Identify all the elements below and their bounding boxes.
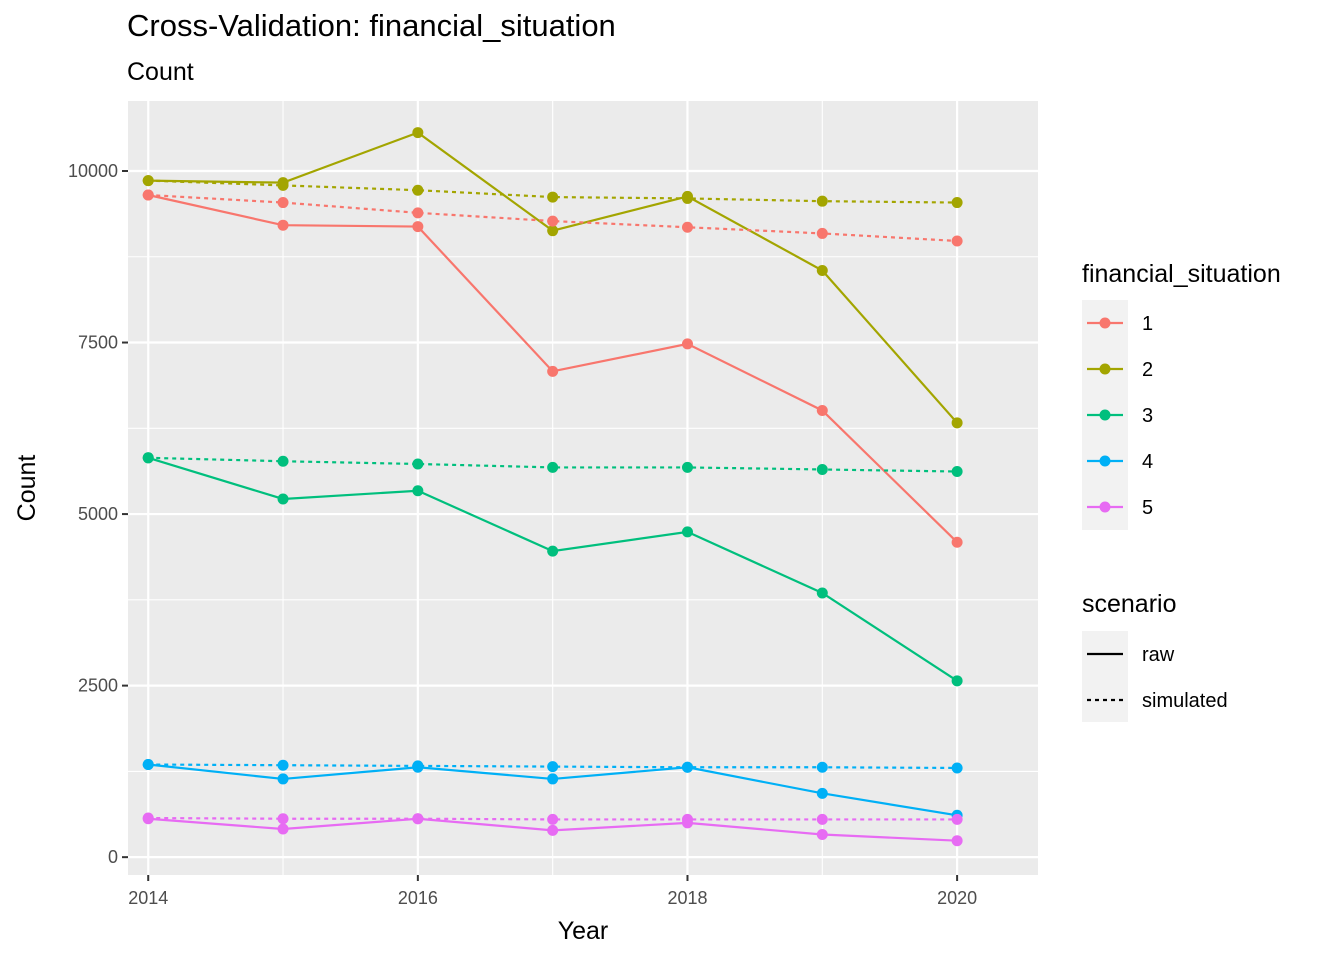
legend-label-1: 1 <box>1142 313 1153 335</box>
legend-key-point-5 <box>1099 501 1111 513</box>
legend-title-financial-situation: financial_situation <box>1082 260 1281 288</box>
point-4-simulated <box>277 759 289 771</box>
y-tick-label: 2500 <box>78 676 118 696</box>
legend: financial_situation 1 2 3 4 5 scenario raw simul… <box>1082 260 1281 722</box>
legend-label-2: 2 <box>1142 359 1153 381</box>
x-tick-label: 2018 <box>667 888 707 908</box>
point-4-simulated <box>681 761 693 773</box>
point-5-raw <box>547 824 559 836</box>
plot-panel <box>128 101 1038 875</box>
point-2-simulated <box>412 184 424 196</box>
point-5-raw <box>277 823 289 835</box>
legend-key-point-3 <box>1099 409 1111 421</box>
point-5-simulated <box>277 813 289 825</box>
point-2-simulated <box>547 191 559 203</box>
series-points <box>142 127 963 847</box>
point-1-raw <box>277 219 289 231</box>
point-1-simulated <box>547 215 559 227</box>
point-2-raw <box>951 417 963 429</box>
x-tick-label: 2020 <box>937 888 977 908</box>
point-1-raw <box>547 365 559 377</box>
point-3-simulated <box>547 461 559 473</box>
legend-label-5: 5 <box>1142 497 1153 519</box>
point-3-simulated <box>277 455 289 467</box>
legend-key-point-2 <box>1099 363 1111 375</box>
point-4-simulated <box>951 762 963 774</box>
chart-title: Cross-Validation: financial_situation <box>127 8 616 43</box>
x-tick-label: 2014 <box>128 888 168 908</box>
point-5-simulated <box>142 812 154 824</box>
x-tick-label: 2016 <box>398 888 438 908</box>
point-2-simulated <box>277 179 289 191</box>
point-1-simulated <box>816 227 828 239</box>
chart-subtitle: Count <box>127 58 194 86</box>
point-2-simulated <box>681 192 693 204</box>
point-4-simulated <box>547 761 559 773</box>
point-5-simulated <box>816 813 828 825</box>
point-1-raw <box>816 404 828 416</box>
y-tick-label: 0 <box>108 847 118 867</box>
point-3-simulated <box>951 466 963 478</box>
point-1-simulated <box>142 189 154 201</box>
point-3-simulated <box>816 463 828 475</box>
point-4-simulated <box>412 760 424 772</box>
legend-key-point-4 <box>1099 455 1111 467</box>
point-3-simulated <box>681 461 693 473</box>
point-3-raw <box>951 675 963 687</box>
x-axis-title: Year <box>558 917 609 945</box>
point-3-raw <box>412 485 424 497</box>
point-3-raw <box>277 493 289 505</box>
point-1-simulated <box>951 235 963 247</box>
point-2-simulated <box>816 195 828 207</box>
point-4-simulated <box>816 761 828 773</box>
y-axis-title: Count <box>13 455 41 522</box>
legend-key-point-1 <box>1099 317 1111 329</box>
point-1-raw <box>951 536 963 548</box>
point-1-simulated <box>277 197 289 209</box>
point-5-simulated <box>681 813 693 825</box>
axes: 2014 2016 2018 2020 0 2500 5000 7500 10000 <box>68 161 977 908</box>
point-5-raw <box>951 835 963 847</box>
point-2-simulated <box>951 197 963 209</box>
point-4-simulated <box>142 759 154 771</box>
legend-key-background-scenario <box>1082 631 1128 722</box>
point-4-raw <box>816 787 828 799</box>
point-2-simulated <box>142 175 154 187</box>
y-tick-label: 5000 <box>78 504 118 524</box>
legend-label-raw: raw <box>1142 644 1175 666</box>
point-2-raw <box>816 264 828 276</box>
point-2-raw <box>412 127 424 139</box>
y-tick-label: 10000 <box>68 161 118 181</box>
point-3-raw <box>681 526 693 538</box>
legend-label-simulated: simulated <box>1142 690 1228 712</box>
point-5-simulated <box>547 813 559 825</box>
point-4-raw <box>547 773 559 785</box>
point-1-raw <box>412 221 424 233</box>
point-1-raw <box>681 338 693 350</box>
point-3-simulated <box>412 458 424 470</box>
legend-title-scenario: scenario <box>1082 590 1177 618</box>
legend-label-3: 3 <box>1142 405 1153 427</box>
point-1-simulated <box>412 207 424 219</box>
point-4-raw <box>277 773 289 785</box>
point-3-raw <box>816 587 828 599</box>
point-2-raw <box>547 225 559 237</box>
point-5-simulated <box>951 813 963 825</box>
point-1-simulated <box>681 221 693 233</box>
point-5-raw <box>816 829 828 841</box>
y-tick-label: 7500 <box>78 333 118 353</box>
point-3-simulated <box>142 452 154 464</box>
legend-label-4: 4 <box>1142 451 1153 473</box>
point-3-raw <box>547 545 559 557</box>
point-5-simulated <box>412 813 424 825</box>
